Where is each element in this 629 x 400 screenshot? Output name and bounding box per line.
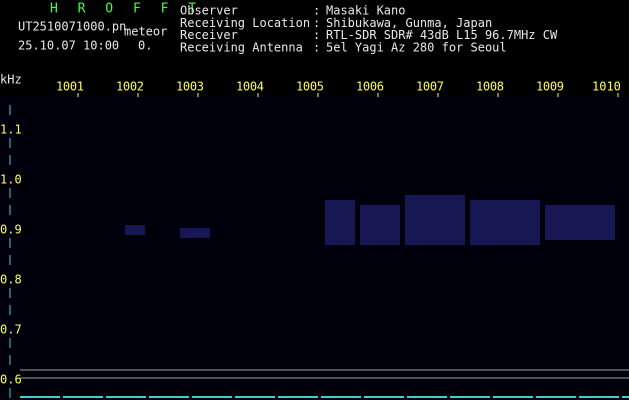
time-label: 1001 (56, 80, 84, 94)
freq-label: 0.6 (0, 373, 22, 387)
unit-label: kHz (0, 73, 22, 87)
time-label: 1007 (416, 80, 444, 94)
datetime: 25.10.07 10:00 (18, 39, 119, 53)
info-value: 5el Yagi Az 280 for Seoul (326, 40, 507, 54)
time-label: 1002 (116, 80, 144, 94)
freq-label: 1.1 (0, 123, 22, 137)
info-value: Masaki Kano (326, 4, 405, 18)
time-label: 1003 (176, 80, 204, 94)
freq-label: 0.8 (0, 273, 22, 287)
info-value: Shibukawa, Gunma, Japan (326, 16, 492, 30)
info-label: Receiving Antenna (180, 40, 303, 54)
info-separator: : (313, 28, 320, 42)
info-label: Receiver (180, 28, 238, 42)
freq-axis: 1.1 1.0 0.9 0.8 0.7 0.6 (0, 105, 22, 398)
info-separator: : (313, 40, 320, 54)
time-label: 1006 (356, 80, 384, 94)
time-axis: 1001 1002 1003 1004 1005 1006 1007 1008 1009 1010 (56, 80, 621, 97)
time-label: 1005 (296, 80, 324, 94)
info-value: RTL-SDR SDR# 43dB L15 96.7MHz CW (326, 28, 558, 42)
program-name: H R O F F T (50, 2, 202, 17)
info-label: Receiving Location (180, 16, 310, 30)
info-separator: : (313, 4, 320, 18)
mode: meteor (124, 25, 167, 39)
info-label: Observer (180, 4, 238, 18)
count: 0. (138, 39, 152, 53)
freq-label: 0.9 (0, 223, 22, 237)
freq-label: 1.0 (0, 173, 22, 187)
time-label: 1010 (592, 80, 621, 94)
signal-noise (125, 195, 615, 245)
spectrogram (0, 95, 629, 400)
info-block: Observer: Masaki Kano Receiving Location: S… (180, 4, 558, 55)
freq-label: 0.7 (0, 323, 22, 337)
time-label: 1004 (236, 80, 264, 94)
time-label: 1008 (476, 80, 504, 94)
info-separator: : (313, 16, 320, 30)
time-label: 1009 (536, 80, 564, 94)
file-name: UT2510071000.pn (18, 20, 126, 34)
